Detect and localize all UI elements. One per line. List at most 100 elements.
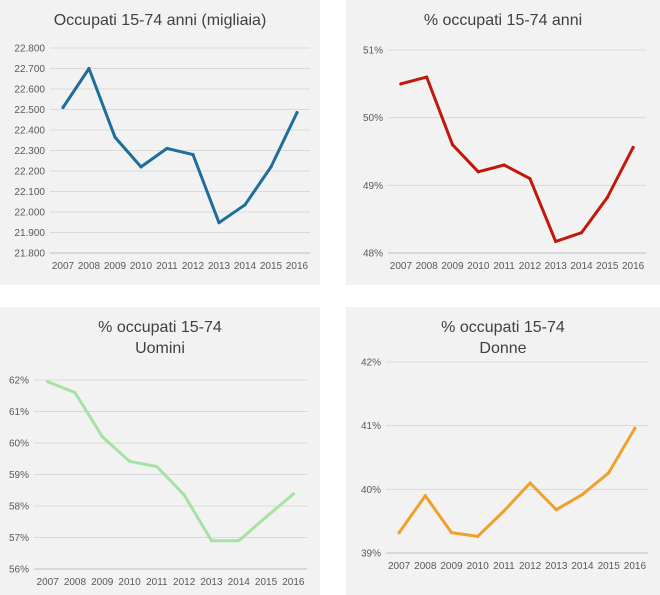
y-tick-label: 51% bbox=[363, 46, 383, 57]
data-point bbox=[155, 465, 159, 469]
x-tick-label: 2009 bbox=[440, 561, 463, 572]
data-point bbox=[269, 165, 273, 169]
y-tick-label: 48% bbox=[363, 249, 383, 260]
x-tick-label: 2010 bbox=[467, 261, 490, 272]
line-chart-occupati-migliaia: 21.800 21.900 22.000 22.100 22.200 22.300 22.4… bbox=[14, 44, 310, 272]
x-tick-label: 2015 bbox=[598, 561, 621, 572]
x-tick-label: 2011 bbox=[146, 577, 168, 588]
y-tick-label: 62% bbox=[9, 376, 29, 387]
data-point bbox=[580, 492, 585, 497]
x-tick-label: 2011 bbox=[156, 261, 178, 272]
y-tick-label: 21.800 bbox=[14, 249, 45, 260]
y-tick-label: 22.600 bbox=[14, 85, 45, 96]
chart-title: % occupati 15-74 Donne bbox=[346, 317, 660, 359]
x-tick-label: 2010 bbox=[130, 261, 153, 272]
x-tick-label: 2007 bbox=[37, 577, 60, 588]
x-tick-label: 2015 bbox=[596, 261, 619, 272]
x-tick-label: 2013 bbox=[208, 261, 231, 272]
data-point bbox=[528, 176, 532, 181]
data-point bbox=[127, 459, 132, 463]
x-tick-label: 2008 bbox=[414, 561, 437, 572]
chart-title-line-2: Uomini bbox=[135, 340, 185, 357]
chart-title-line-1: Occupati 15-74 anni (migliaia) bbox=[53, 12, 267, 29]
y-tick-label: 22.500 bbox=[14, 105, 45, 116]
y-tick-label: 22.400 bbox=[14, 126, 45, 137]
x-tick-label: 2012 bbox=[182, 261, 205, 272]
x-tick-label: 2007 bbox=[388, 561, 411, 572]
data-point bbox=[209, 539, 214, 543]
x-tick-label: 2008 bbox=[78, 261, 101, 272]
x-tick-label: 2013 bbox=[545, 261, 568, 272]
series-line bbox=[399, 75, 635, 243]
data-point bbox=[450, 143, 455, 147]
x-tick-label: 2009 bbox=[441, 261, 464, 272]
x-tick-label: 2016 bbox=[622, 261, 645, 272]
x-tick-label: 2016 bbox=[624, 561, 647, 572]
x-tick-label: 2008 bbox=[416, 261, 439, 272]
data-point bbox=[46, 379, 50, 384]
data-point bbox=[579, 231, 584, 235]
x-tick-label: 2007 bbox=[390, 261, 413, 272]
y-tick-label: 22.000 bbox=[14, 208, 45, 219]
y-tick-label: 40% bbox=[361, 485, 381, 496]
y-tick-label: 41% bbox=[361, 421, 381, 432]
data-point bbox=[554, 508, 558, 512]
y-tick-label: 57% bbox=[9, 533, 29, 544]
data-point bbox=[87, 66, 91, 71]
y-tick-label: 22.800 bbox=[14, 44, 45, 55]
line-chart-perc-uomini: 56% 57% 58% 59% 60% 61% 62% 2007 2008 2009 2010 201… bbox=[9, 376, 307, 588]
x-tick-label: 2015 bbox=[260, 261, 283, 272]
y-tick-label: 22.300 bbox=[14, 146, 45, 157]
x-tick-label: 2007 bbox=[52, 261, 75, 272]
data-point bbox=[191, 153, 195, 157]
data-point bbox=[139, 165, 143, 169]
line-chart-perc-donne: 39% 40% 41% 42% 2007 2008 2009 2010 2011 2012 2013… bbox=[361, 358, 648, 572]
data-point bbox=[476, 534, 480, 539]
data-point bbox=[237, 539, 241, 543]
data-point bbox=[243, 203, 247, 207]
y-tick-label: 50% bbox=[363, 113, 383, 124]
data-point bbox=[633, 426, 637, 430]
chart-title-line-1: % occupati 15-74 anni bbox=[423, 12, 583, 29]
y-tick-label: 59% bbox=[9, 470, 29, 481]
x-tick-label: 2014 bbox=[571, 561, 594, 572]
x-tick-label: 2012 bbox=[519, 561, 542, 572]
chart-title: % occupati 15-74 Uomini bbox=[0, 317, 320, 359]
y-tick-label: 39% bbox=[361, 549, 381, 560]
data-point bbox=[502, 509, 506, 513]
x-tick-label: 2009 bbox=[91, 577, 114, 588]
y-tick-label: 60% bbox=[9, 439, 29, 450]
data-point bbox=[100, 435, 104, 439]
data-point bbox=[182, 493, 186, 497]
y-tick-label: 42% bbox=[361, 358, 381, 369]
data-point bbox=[291, 492, 295, 496]
y-tick-label: 22.200 bbox=[14, 167, 45, 178]
y-tick-label: 22.100 bbox=[14, 187, 45, 198]
x-tick-label: 2015 bbox=[255, 577, 278, 588]
x-tick-label: 2014 bbox=[234, 261, 257, 272]
y-tick-label: 58% bbox=[9, 502, 29, 513]
x-tick-label: 2011 bbox=[493, 561, 515, 572]
y-tick-label: 61% bbox=[9, 407, 29, 418]
data-point bbox=[397, 531, 401, 535]
x-tick-label: 2010 bbox=[118, 577, 141, 588]
chart-title-line-1: % occupati 15-74 bbox=[98, 319, 222, 336]
data-point bbox=[73, 391, 77, 395]
data-point bbox=[165, 146, 169, 151]
series-line bbox=[61, 67, 299, 225]
data-point bbox=[528, 481, 532, 485]
data-point bbox=[264, 515, 268, 519]
data-point bbox=[502, 163, 506, 167]
x-tick-label: 2016 bbox=[282, 577, 305, 588]
data-point bbox=[423, 494, 427, 498]
chart-title: Occupati 15-74 anni (migliaia) bbox=[0, 10, 320, 31]
x-tick-label: 2014 bbox=[228, 577, 251, 588]
chart-title-line-2: Donne bbox=[479, 340, 527, 357]
y-tick-label: 49% bbox=[363, 181, 383, 192]
data-point bbox=[476, 170, 480, 174]
y-tick-label: 56% bbox=[9, 565, 29, 576]
x-tick-label: 2011 bbox=[493, 261, 515, 272]
data-point bbox=[631, 145, 635, 150]
y-tick-label: 22.700 bbox=[14, 64, 45, 75]
x-tick-label: 2012 bbox=[173, 577, 196, 588]
